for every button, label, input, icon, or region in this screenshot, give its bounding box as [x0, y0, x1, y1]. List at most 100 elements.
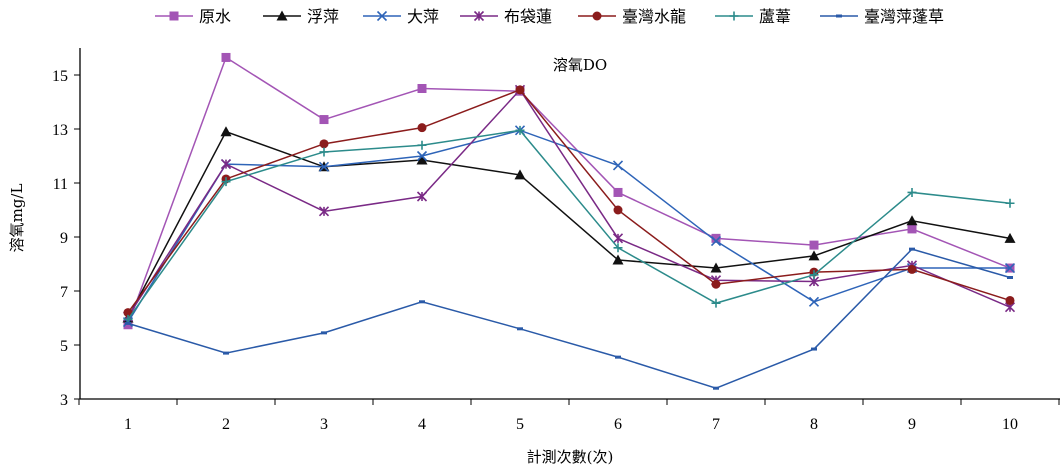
legend-marker: [169, 11, 179, 21]
data-point: [321, 331, 327, 335]
x-tick-label: 10: [1002, 416, 1018, 433]
legend-item: 布袋蓮: [460, 7, 552, 26]
series-4: [122, 84, 1016, 322]
data-point: [613, 187, 623, 197]
data-point: [416, 154, 428, 165]
data-point: [710, 262, 722, 273]
y-tick-label: 9: [60, 230, 68, 247]
y-tick-label: 7: [60, 284, 68, 301]
legend-item: 臺灣水龍: [578, 7, 686, 26]
legend-marker: [592, 11, 602, 21]
x-tick-label: 9: [908, 416, 916, 433]
data-point: [319, 115, 329, 125]
data-point: [711, 298, 721, 308]
legend-label: 浮萍: [307, 7, 339, 26]
legend-marker: [276, 10, 288, 21]
series-7: [125, 247, 1013, 390]
y-tick-label: 13: [52, 122, 68, 139]
data-point: [1004, 262, 1016, 274]
x-tick-label: 6: [614, 416, 622, 433]
data-point: [515, 85, 525, 95]
legend-label: 布袋蓮: [504, 7, 552, 26]
data-point: [125, 321, 131, 325]
data-point: [221, 52, 231, 62]
data-point: [221, 177, 231, 187]
data-point: [711, 279, 721, 289]
data-point: [318, 161, 330, 172]
data-point: [808, 296, 820, 307]
data-point: [220, 159, 232, 170]
data-point: [220, 126, 232, 137]
legend-item: 浮萍: [263, 7, 339, 26]
data-point: [907, 187, 917, 197]
data-point: [1004, 232, 1016, 243]
data-point: [710, 235, 722, 247]
x-tick-label: 1: [124, 416, 132, 433]
chart-legend: 原水 浮萍 大萍 布袋蓮 臺灣水龍 蘆葦 臺灣萍蓬草: [155, 7, 944, 26]
data-point: [907, 264, 917, 274]
legend-label: 原水: [199, 7, 231, 26]
series-line: [127, 130, 1011, 319]
y-tick-label: 11: [53, 176, 68, 193]
data-point: [1007, 276, 1013, 279]
chart-title: 溶氧DO: [553, 56, 607, 74]
data-point: [809, 240, 819, 250]
data-point: [909, 247, 915, 251]
data-point: [417, 84, 427, 93]
data-point: [417, 140, 427, 150]
x-tick-label: 7: [712, 416, 720, 433]
data-point: [1005, 295, 1015, 305]
data-point: [416, 150, 428, 162]
series-line: [127, 56, 1011, 326]
y-axis-title: 溶氧mg/L: [8, 184, 26, 253]
data-point: [811, 347, 817, 351]
x-tick-label: 4: [418, 416, 426, 433]
legend-label: 蘆葦: [759, 7, 791, 26]
data-point: [416, 191, 428, 202]
series-5: [123, 85, 1015, 318]
series-layer: [122, 52, 1016, 390]
data-point: [612, 160, 624, 171]
data-point: [419, 300, 425, 304]
data-point: [319, 147, 329, 157]
x-axis-title: 計測次數(次): [527, 448, 614, 466]
data-point: [613, 243, 623, 253]
legend-label: 臺灣萍蓬草: [864, 7, 944, 26]
data-point: [319, 139, 329, 149]
x-tick-label: 8: [810, 416, 818, 433]
legend-item: 臺灣萍蓬草: [820, 7, 944, 26]
series-line: [127, 88, 1011, 318]
legend-marker: [473, 10, 485, 22]
x-tick-label: 3: [320, 416, 328, 433]
data-point: [515, 125, 525, 135]
series-line: [127, 88, 1011, 314]
series-6: [123, 125, 1015, 324]
data-point: [223, 351, 229, 355]
data-point: [907, 224, 917, 234]
data-point: [809, 270, 819, 280]
legend-item: 蘆葦: [715, 7, 791, 26]
data-point: [514, 169, 526, 180]
data-point: [713, 386, 719, 390]
data-point: [1005, 198, 1015, 208]
data-point: [906, 215, 918, 226]
chart-axes: 3 5 7 9 11 13 15 1 2 3 4 5 6 7 8 9 10: [52, 48, 1060, 433]
legend-item: 大萍: [363, 7, 439, 26]
series-line: [127, 129, 1010, 323]
legend-marker: [729, 11, 739, 21]
series-1: [123, 52, 1015, 330]
data-point: [318, 206, 330, 217]
x-tick-label: 5: [516, 416, 524, 433]
series-2: [122, 126, 1016, 323]
legend-marker: [836, 14, 842, 18]
legend-item: 原水: [155, 7, 231, 26]
series-line: [127, 129, 1011, 320]
data-point: [711, 233, 721, 243]
data-point: [613, 205, 623, 215]
data-point: [612, 254, 624, 265]
series-3: [122, 125, 1016, 328]
y-tick-label: 3: [60, 392, 68, 409]
data-point: [615, 355, 621, 359]
legend-label: 大萍: [407, 7, 439, 26]
